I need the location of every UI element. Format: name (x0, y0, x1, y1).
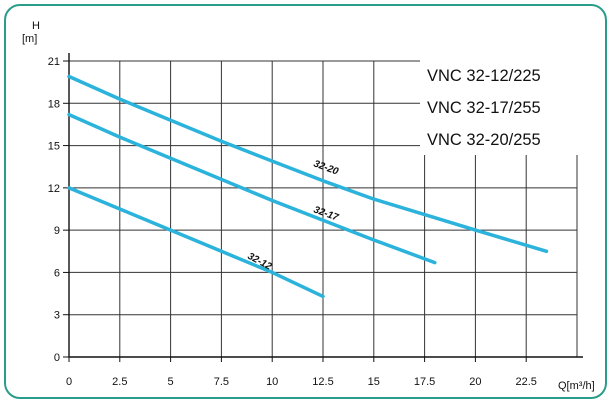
y-tick-label: 15 (48, 141, 60, 153)
y-tick-labels: 0 3 6 9 12 15 18 21 (48, 56, 60, 364)
x-tick-label: 17.5 (414, 376, 435, 388)
x-axis-label: Q[m³/h] (558, 380, 595, 392)
x-tick-label: 7.5 (214, 376, 229, 388)
x-tick-label: 5 (168, 376, 174, 388)
legend-background (420, 60, 582, 155)
series-line-32-17 (67, 112, 437, 265)
x-tick-label: 22.5 (515, 376, 536, 388)
curve-label-32-12: 32-12 (246, 251, 274, 273)
x-tick-label: 12.5 (312, 376, 333, 388)
x-tick-label: 10 (266, 376, 278, 388)
y-tick-label: 21 (48, 56, 60, 68)
model-label: VNC 32-17/255 (427, 99, 541, 117)
series-lines (67, 74, 549, 299)
curve-labels: 32-12 32-17 32-20 (246, 158, 341, 272)
x-tick-labels: 0 2.5 5 7.5 10 12.5 15 17.5 20 22.5 (66, 376, 537, 388)
y-tick-label: 3 (54, 310, 60, 322)
model-legend: VNC 32-12/225 VNC 32-17/255 VNC 32-20/25… (420, 60, 582, 155)
curve-label-32-20: 32-20 (312, 158, 340, 177)
series-line-32-20 (67, 74, 549, 254)
model-label: VNC 32-20/255 (427, 131, 541, 149)
y-tick-label: 9 (54, 225, 60, 237)
x-tick-label: 15 (368, 376, 380, 388)
y-axis-unit: [m] (22, 33, 37, 45)
x-tick-label: 20 (469, 376, 481, 388)
x-tick-label: 2.5 (112, 376, 127, 388)
y-axis-label: H (32, 20, 40, 32)
series-line-32-12 (67, 186, 325, 299)
model-label: VNC 32-12/225 (427, 67, 541, 85)
x-tick-label: 0 (66, 376, 72, 388)
y-tick-label: 18 (48, 98, 60, 110)
y-tick-label: 6 (54, 267, 60, 279)
y-tick-label: 0 (54, 352, 60, 364)
y-tick-label: 12 (48, 183, 60, 195)
